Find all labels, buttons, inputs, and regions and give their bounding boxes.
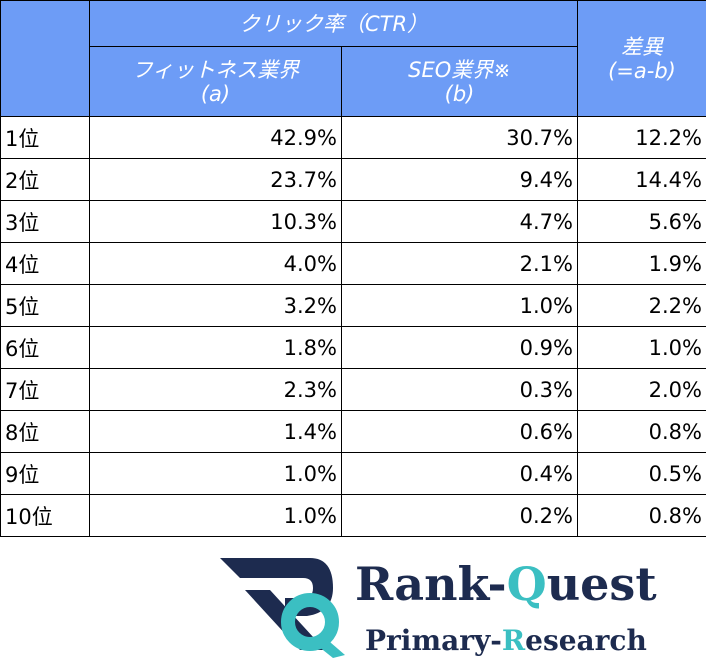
table-row: 4位 4.0% 2.1% 1.9% bbox=[0, 242, 706, 285]
value-cell: 1.8% bbox=[89, 326, 342, 369]
value-cell: 12.2% bbox=[577, 116, 706, 159]
value-cell: 0.6% bbox=[341, 410, 578, 453]
header-line: (a) bbox=[200, 81, 231, 106]
value-cell: 1.0% bbox=[89, 452, 342, 495]
value-cell: 4.7% bbox=[341, 200, 578, 243]
rank-cell: 5位 bbox=[0, 284, 90, 327]
header-line: 差異 bbox=[621, 34, 663, 59]
table-row: 2位 23.7% 9.4% 14.4% bbox=[0, 158, 706, 201]
logo-tagline-part: esearch bbox=[525, 624, 647, 657]
header-line: フィットネス業界 bbox=[131, 57, 300, 82]
value-cell: 2.2% bbox=[577, 284, 706, 327]
value-cell: 0.9% bbox=[341, 326, 578, 369]
col-b-header: SEO業界※ (b) bbox=[341, 46, 578, 117]
col-a-header: フィットネス業界 (a) bbox=[89, 46, 342, 117]
header-line: (=a-b) bbox=[608, 58, 676, 83]
logo-name-part: Rank- bbox=[355, 557, 507, 611]
table-row: 6位 1.8% 0.9% 1.0% bbox=[0, 326, 706, 369]
value-cell: 0.8% bbox=[577, 494, 706, 537]
value-cell: 0.8% bbox=[577, 410, 706, 453]
table-row: 9位 1.0% 0.4% 0.5% bbox=[0, 452, 706, 495]
value-cell: 42.9% bbox=[89, 116, 342, 159]
value-cell: 30.7% bbox=[341, 116, 578, 159]
value-cell: 5.6% bbox=[577, 200, 706, 243]
value-cell: 1.0% bbox=[577, 326, 706, 369]
value-cell: 1.4% bbox=[89, 410, 342, 453]
logo-name-part: Q bbox=[507, 557, 547, 611]
value-cell: 2.3% bbox=[89, 368, 342, 411]
rank-cell: 10位 bbox=[0, 494, 90, 537]
table-row: 7位 2.3% 0.3% 2.0% bbox=[0, 368, 706, 411]
value-cell: 4.0% bbox=[89, 242, 342, 285]
rank-cell: 7位 bbox=[0, 368, 90, 411]
value-cell: 1.0% bbox=[89, 494, 342, 537]
rank-cell: 3位 bbox=[0, 200, 90, 243]
logo: Rank-Quest Primary-Research bbox=[220, 557, 657, 658]
value-cell: 1.9% bbox=[577, 242, 706, 285]
logo-tagline-part: Primary- bbox=[365, 624, 502, 657]
rank-cell: 1位 bbox=[0, 116, 90, 159]
rank-cell: 2位 bbox=[0, 158, 90, 201]
rank-cell: 4位 bbox=[0, 242, 90, 285]
value-cell: 3.2% bbox=[89, 284, 342, 327]
rank-cell: 6位 bbox=[0, 326, 90, 369]
diff-header: 差異 (=a-b) bbox=[577, 0, 706, 117]
value-cell: 9.4% bbox=[341, 158, 578, 201]
value-cell: 10.3% bbox=[89, 200, 342, 243]
header-line: SEO業界※ bbox=[408, 57, 511, 82]
table-row: 8位 1.4% 0.6% 0.8% bbox=[0, 410, 706, 453]
ctr-table: クリック率（CTR） 差異 (=a-b) フィットネス業界 (a) SEO業界※ (b… bbox=[0, 0, 706, 537]
value-cell: 0.4% bbox=[341, 452, 578, 495]
rank-cell: 9位 bbox=[0, 452, 90, 495]
value-cell: 2.0% bbox=[577, 368, 706, 411]
value-cell: 23.7% bbox=[89, 158, 342, 201]
logo-icon-q bbox=[281, 593, 339, 651]
value-cell: 0.3% bbox=[341, 368, 578, 411]
value-cell: 14.4% bbox=[577, 158, 706, 201]
logo-name: Rank-Quest bbox=[355, 557, 657, 611]
table-row: 3位 10.3% 4.7% 5.6% bbox=[0, 200, 706, 243]
value-cell: 1.0% bbox=[341, 284, 578, 327]
logo-tagline: Primary-Research bbox=[365, 624, 647, 657]
value-cell: 0.5% bbox=[577, 452, 706, 495]
rank-cell: 8位 bbox=[0, 410, 90, 453]
logo-icon-q-tail bbox=[313, 636, 345, 658]
header-line: (b) bbox=[444, 81, 475, 106]
group-header: クリック率（CTR） bbox=[89, 0, 578, 47]
table-row: 10位 1.0% 0.2% 0.8% bbox=[0, 494, 706, 537]
logo-name-part: uest bbox=[547, 557, 658, 611]
value-cell: 0.2% bbox=[341, 494, 578, 537]
corner-cell bbox=[0, 0, 90, 117]
logo-tagline-part: R bbox=[502, 624, 526, 657]
table-body: 1位 42.9% 30.7% 12.2% 2位 23.7% 9.4% 14.4% 3位 10.3%… bbox=[0, 116, 706, 537]
value-cell: 2.1% bbox=[341, 242, 578, 285]
table-row: 1位 42.9% 30.7% 12.2% bbox=[0, 116, 706, 159]
table-row: 5位 3.2% 1.0% 2.2% bbox=[0, 284, 706, 327]
